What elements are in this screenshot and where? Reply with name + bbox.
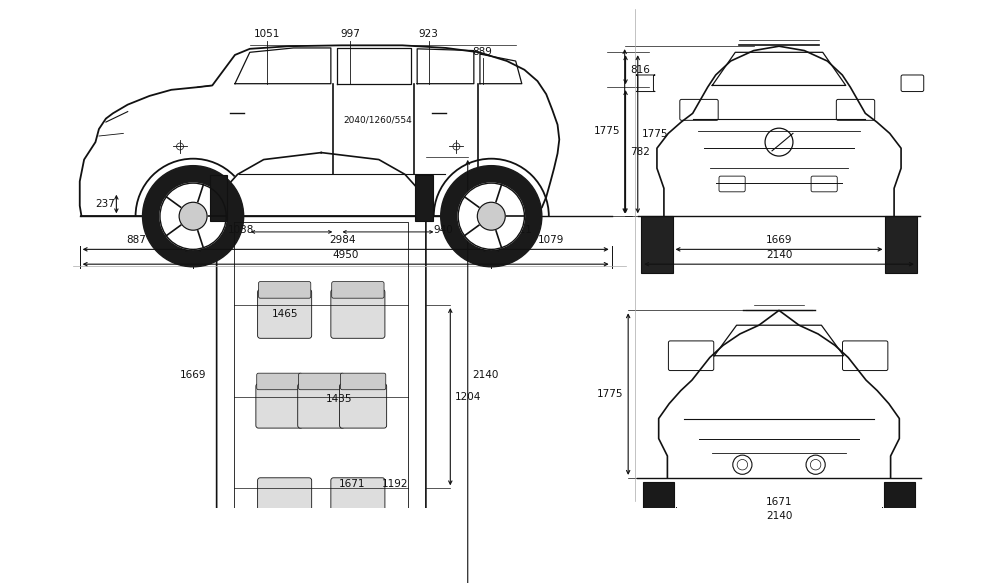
Bar (884, 482, 915, 542)
Text: 2040/1260/554: 2040/1260/554 (344, 116, 412, 125)
FancyBboxPatch shape (636, 75, 655, 92)
Text: 1465: 1465 (271, 309, 298, 319)
Text: 889: 889 (473, 47, 492, 57)
Text: 1671: 1671 (339, 479, 365, 489)
Circle shape (160, 183, 226, 250)
FancyBboxPatch shape (719, 176, 745, 192)
Bar (415, 529, 433, 575)
Text: 1051: 1051 (254, 29, 280, 39)
Text: 1204: 1204 (455, 392, 481, 402)
Bar (210, 175, 227, 220)
FancyBboxPatch shape (340, 384, 387, 428)
Bar (643, 482, 674, 542)
Text: 1079: 1079 (538, 235, 565, 245)
Bar (885, 216, 917, 273)
Circle shape (179, 202, 207, 230)
FancyBboxPatch shape (258, 478, 312, 519)
Text: 1669: 1669 (180, 370, 206, 380)
Text: 2984: 2984 (329, 235, 355, 245)
Circle shape (441, 166, 542, 267)
FancyBboxPatch shape (811, 176, 837, 192)
Bar (415, 175, 433, 220)
FancyBboxPatch shape (680, 99, 718, 120)
Text: 1775: 1775 (597, 389, 624, 399)
FancyBboxPatch shape (331, 478, 385, 519)
FancyBboxPatch shape (258, 282, 311, 298)
Text: 811: 811 (512, 225, 532, 235)
Text: 2140: 2140 (766, 511, 792, 521)
FancyBboxPatch shape (258, 290, 312, 338)
FancyBboxPatch shape (256, 384, 303, 428)
Text: 816: 816 (630, 65, 650, 75)
Text: 1671: 1671 (766, 497, 792, 507)
Text: 1038: 1038 (228, 225, 254, 235)
Text: 237: 237 (95, 199, 115, 209)
FancyBboxPatch shape (668, 341, 714, 371)
Text: 4950: 4950 (332, 250, 359, 260)
FancyBboxPatch shape (332, 282, 384, 298)
Text: 923: 923 (419, 29, 438, 39)
FancyBboxPatch shape (836, 99, 875, 120)
Circle shape (458, 183, 524, 250)
Text: 1192: 1192 (382, 479, 409, 489)
FancyBboxPatch shape (901, 75, 924, 92)
Bar (210, 529, 227, 575)
FancyBboxPatch shape (340, 373, 386, 389)
Circle shape (143, 166, 244, 267)
Bar (641, 216, 673, 273)
Circle shape (477, 202, 505, 230)
FancyBboxPatch shape (331, 290, 385, 338)
Text: 887: 887 (126, 235, 146, 245)
Text: 1775: 1775 (642, 129, 669, 139)
Text: 2140: 2140 (766, 250, 792, 260)
FancyBboxPatch shape (299, 373, 344, 389)
Text: 1435: 1435 (325, 394, 352, 405)
FancyBboxPatch shape (257, 373, 302, 389)
Text: 997: 997 (340, 29, 360, 39)
Text: 782: 782 (630, 147, 650, 157)
Polygon shape (217, 153, 426, 583)
Text: 1775: 1775 (594, 126, 620, 136)
FancyBboxPatch shape (298, 384, 345, 428)
Text: 940: 940 (433, 225, 453, 235)
FancyBboxPatch shape (843, 341, 888, 371)
Text: 1669: 1669 (766, 235, 792, 245)
Text: 2140: 2140 (472, 370, 498, 380)
